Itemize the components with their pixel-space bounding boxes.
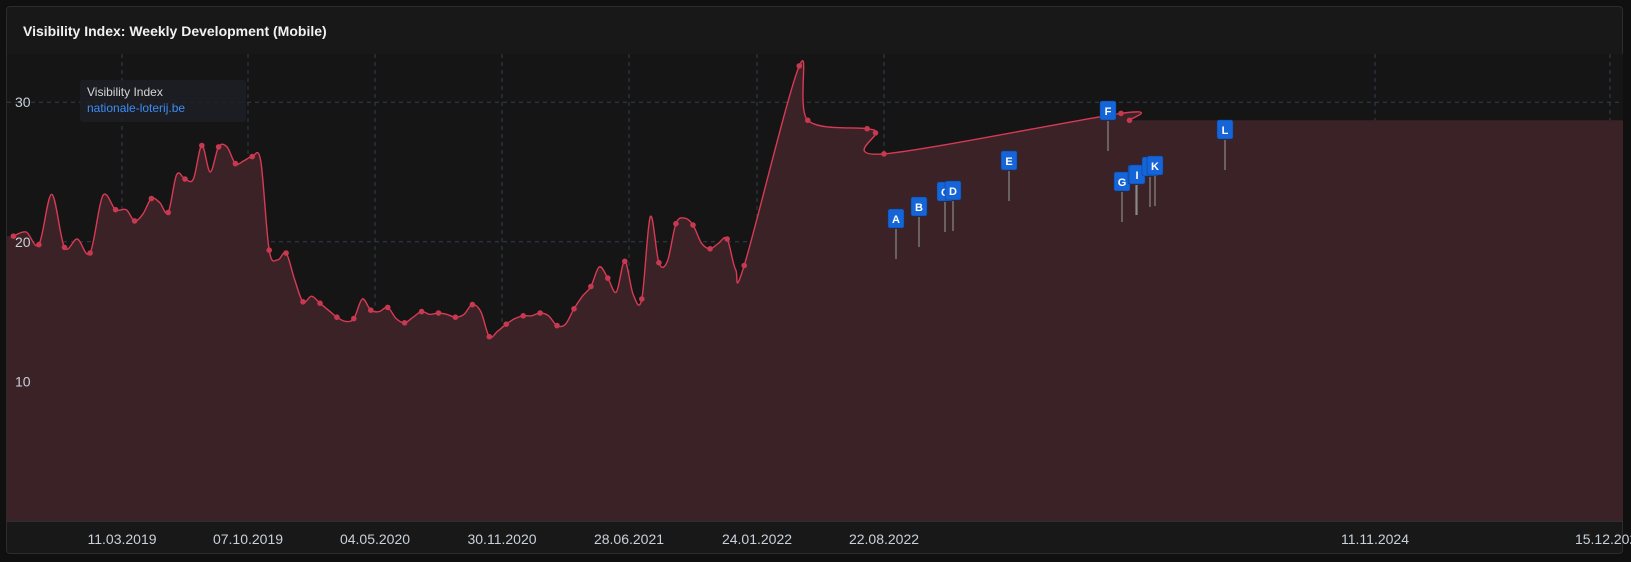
data-point[interactable] (469, 301, 476, 308)
data-point[interactable] (707, 246, 713, 252)
data-point[interactable] (148, 195, 155, 202)
panel-title: Visibility Index: Weekly Development (Mo… (23, 22, 327, 39)
annotation-label: L (1222, 125, 1229, 137)
data-point[interactable] (537, 310, 543, 316)
annotation-label: I (1135, 170, 1138, 182)
x-tick-label: 30.11.2020 (467, 531, 536, 547)
annotation-badge[interactable] (910, 196, 928, 217)
annotation-flag-e[interactable]: E (1000, 150, 1018, 201)
data-point[interactable] (368, 307, 374, 314)
data-point[interactable] (741, 262, 747, 269)
data-point[interactable] (351, 315, 357, 322)
data-point[interactable] (796, 63, 803, 69)
annotation-badge[interactable] (1216, 119, 1234, 140)
data-point[interactable] (690, 222, 696, 228)
x-tick-label: 15.12.2025 (1575, 531, 1631, 547)
data-point[interactable] (87, 250, 93, 256)
y-tick-label: 10 (15, 373, 31, 389)
data-point[interactable] (1126, 117, 1133, 124)
legend: Visibility Index nationale-loterij.be (80, 80, 246, 122)
data-point[interactable] (872, 130, 879, 136)
annotation-flag-k[interactable]: K (1146, 155, 1164, 206)
annotation-badge[interactable] (1000, 150, 1018, 171)
data-point[interactable] (435, 310, 442, 316)
data-point[interactable] (656, 259, 662, 266)
point-layer (10, 63, 1133, 340)
annotation-label: B (915, 202, 923, 214)
data-point[interactable] (864, 125, 870, 132)
data-point[interactable] (112, 206, 119, 213)
data-point[interactable] (520, 313, 526, 319)
data-point[interactable] (486, 333, 493, 340)
annotation-badge[interactable] (944, 180, 962, 201)
x-tick-label: 07.10.2019 (213, 531, 283, 547)
data-point[interactable] (131, 218, 138, 224)
x-tick-label: 24.01.2022 (722, 531, 792, 547)
data-point[interactable] (1118, 110, 1124, 117)
data-point[interactable] (401, 320, 408, 326)
data-point[interactable] (418, 308, 425, 315)
data-point[interactable] (182, 176, 188, 182)
data-point[interactable] (199, 142, 205, 149)
data-point[interactable] (639, 296, 645, 302)
data-point[interactable] (881, 151, 887, 157)
annotation-flag-b[interactable]: B (910, 196, 928, 247)
data-point[interactable] (605, 275, 611, 281)
legend-title: Visibility Index (87, 85, 163, 99)
data-point[interactable] (61, 244, 68, 251)
data-point[interactable] (165, 209, 171, 216)
data-point[interactable] (503, 321, 510, 328)
y-axis: 10 20 30 (15, 94, 31, 389)
x-tick-label: 22.08.2022 (849, 531, 919, 547)
data-point[interactable] (283, 250, 289, 256)
annotation-label: D (949, 186, 957, 198)
annotation-flag-d[interactable]: D (944, 180, 962, 231)
data-point[interactable] (452, 314, 459, 321)
series-area (7, 60, 1623, 521)
annotation-flag-i[interactable]: I (1128, 164, 1146, 215)
data-point[interactable] (215, 144, 222, 150)
y-tick-label: 30 (15, 94, 31, 110)
annotation-flag-g[interactable]: G (1113, 171, 1131, 222)
annotation-label: A (892, 214, 900, 226)
annotation-badge[interactable] (1099, 100, 1117, 121)
legend-domain-link[interactable]: nationale-loterij.be (87, 101, 185, 115)
data-point[interactable] (232, 160, 239, 167)
x-tick-label: 28.06.2021 (594, 531, 664, 547)
data-point[interactable] (266, 247, 273, 253)
legend-box (80, 80, 246, 122)
x-axis: 11.03.2019 07.10.2019 04.05.2020 30.11.2020… (87, 531, 1631, 547)
annotation-label: E (1005, 156, 1012, 168)
annotation-flag-f[interactable]: F (1099, 100, 1117, 151)
annotation-flag-a[interactable]: A (887, 208, 905, 259)
annotation-layer: ABCDEFGHIJKL (887, 100, 1234, 259)
annotation-badge[interactable] (887, 208, 905, 229)
data-point[interactable] (10, 233, 17, 239)
x-tick-label: 11.03.2019 (87, 531, 156, 547)
data-point[interactable] (334, 314, 340, 321)
data-point[interactable] (724, 236, 730, 242)
y-tick-label: 20 (15, 234, 31, 250)
data-point[interactable] (571, 306, 577, 312)
data-point[interactable] (622, 258, 628, 265)
annotation-label: K (1151, 161, 1159, 173)
data-point[interactable] (36, 241, 42, 248)
data-point[interactable] (384, 304, 391, 311)
x-tick-label: 11.11.2024 (1341, 531, 1409, 547)
data-point[interactable] (588, 283, 594, 290)
data-point[interactable] (249, 153, 255, 160)
data-point[interactable] (673, 220, 679, 227)
x-tick-label: 04.05.2020 (340, 531, 410, 547)
annotation-badge[interactable] (1146, 155, 1164, 176)
annotation-flag-l[interactable]: L (1216, 119, 1234, 170)
annotation-label: F (1105, 106, 1112, 118)
data-point[interactable] (317, 300, 323, 307)
data-point[interactable] (554, 322, 560, 329)
data-point[interactable] (300, 299, 306, 305)
annotation-label: G (1118, 177, 1127, 189)
data-point[interactable] (805, 117, 811, 124)
